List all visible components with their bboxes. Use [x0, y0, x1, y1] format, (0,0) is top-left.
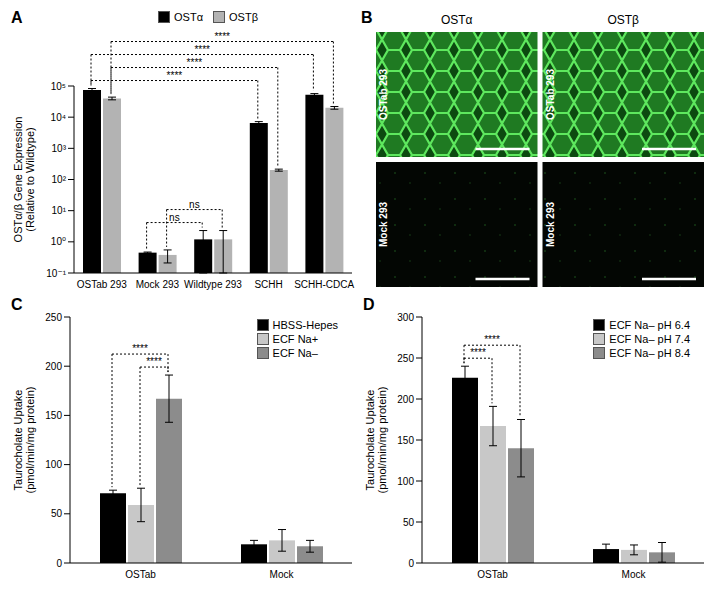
svg-text:Mock: Mock: [270, 569, 295, 580]
svg-text:A: A: [11, 9, 23, 26]
svg-text:200: 200: [45, 361, 62, 372]
svg-text:0: 0: [56, 558, 62, 569]
svg-text:OSTab 293: OSTab 293: [545, 69, 556, 120]
svg-text:B: B: [361, 9, 373, 26]
svg-text:10⁻¹: 10⁻¹: [46, 268, 66, 279]
svg-text:300: 300: [397, 312, 414, 323]
svg-text:****: ****: [187, 57, 203, 68]
svg-text:0: 0: [408, 558, 414, 569]
svg-text:****: ****: [132, 343, 148, 354]
html-text:ECF Na– pH 7.4: ECF Na– pH 7.4: [609, 333, 690, 345]
svg-text:Taurocholate Uptake(pmol/min/m: Taurocholate Uptake(pmol/min/mg protein): [12, 387, 36, 494]
svg-text:D: D: [363, 296, 375, 313]
svg-text:Mock: Mock: [622, 569, 647, 580]
svg-text:Mock 293: Mock 293: [136, 279, 180, 290]
svg-text:50: 50: [403, 517, 415, 528]
svg-text:250: 250: [397, 353, 414, 364]
svg-text:100: 100: [45, 459, 62, 470]
html-text:ECF Na– pH 6.4: ECF Na– pH 6.4: [609, 319, 690, 331]
svg-text:ns: ns: [169, 212, 180, 223]
svg-text:Wildtype 293: Wildtype 293: [184, 279, 242, 290]
svg-text:250: 250: [45, 312, 62, 323]
svg-text:OSTα: OSTα: [441, 13, 473, 27]
html-text:ECF Na– pH 8.4: ECF Na– pH 8.4: [609, 347, 690, 359]
svg-text:100: 100: [397, 476, 414, 487]
html-text:ECF Na+: ECF Na+: [272, 333, 319, 345]
svg-text:Mock 293: Mock 293: [545, 202, 556, 247]
svg-text:Mock 293: Mock 293: [378, 202, 389, 247]
svg-text:ns: ns: [189, 199, 200, 210]
svg-text:Taurocholate Uptake(pmol/min/m: Taurocholate Uptake(pmol/min/mg protein): [364, 387, 388, 494]
svg-text:200: 200: [397, 394, 414, 405]
svg-text:OSTα/β Gene Expression(Relativ: OSTα/β Gene Expression(Relative to Wildt…: [12, 117, 36, 243]
svg-text:C: C: [11, 296, 23, 313]
svg-text:SCHH: SCHH: [254, 279, 282, 290]
svg-text:10³: 10³: [52, 143, 67, 154]
svg-text:10⁰: 10⁰: [51, 236, 66, 247]
svg-text:10⁵: 10⁵: [51, 81, 66, 92]
html-text:HBSS-Hepes: HBSS-Hepes: [272, 319, 338, 331]
svg-text:OSTab 293: OSTab 293: [77, 279, 127, 290]
svg-text:****: ****: [470, 347, 486, 358]
svg-text:10¹: 10¹: [52, 205, 67, 216]
svg-text:****: ****: [214, 31, 230, 42]
svg-text:50: 50: [51, 508, 63, 519]
svg-text:OSTab: OSTab: [477, 569, 508, 580]
svg-text:OSTβ: OSTβ: [607, 13, 639, 27]
svg-text:10⁴: 10⁴: [51, 112, 66, 123]
svg-text:****: ****: [146, 356, 162, 367]
svg-text:****: ****: [194, 44, 210, 55]
svg-text:****: ****: [484, 334, 500, 345]
svg-text:150: 150: [397, 435, 414, 446]
html-text:OSTα: OSTα: [174, 11, 203, 23]
svg-text:150: 150: [45, 410, 62, 421]
svg-text:OSTab 293: OSTab 293: [378, 69, 389, 120]
svg-text:10²: 10²: [52, 174, 67, 185]
html-text:ECF Na–: ECF Na–: [272, 347, 318, 359]
svg-text:OSTab: OSTab: [125, 569, 156, 580]
svg-text:****: ****: [167, 70, 183, 81]
svg-text:SCHH-CDCA: SCHH-CDCA: [294, 279, 354, 290]
html-text:OSTβ: OSTβ: [229, 11, 258, 23]
